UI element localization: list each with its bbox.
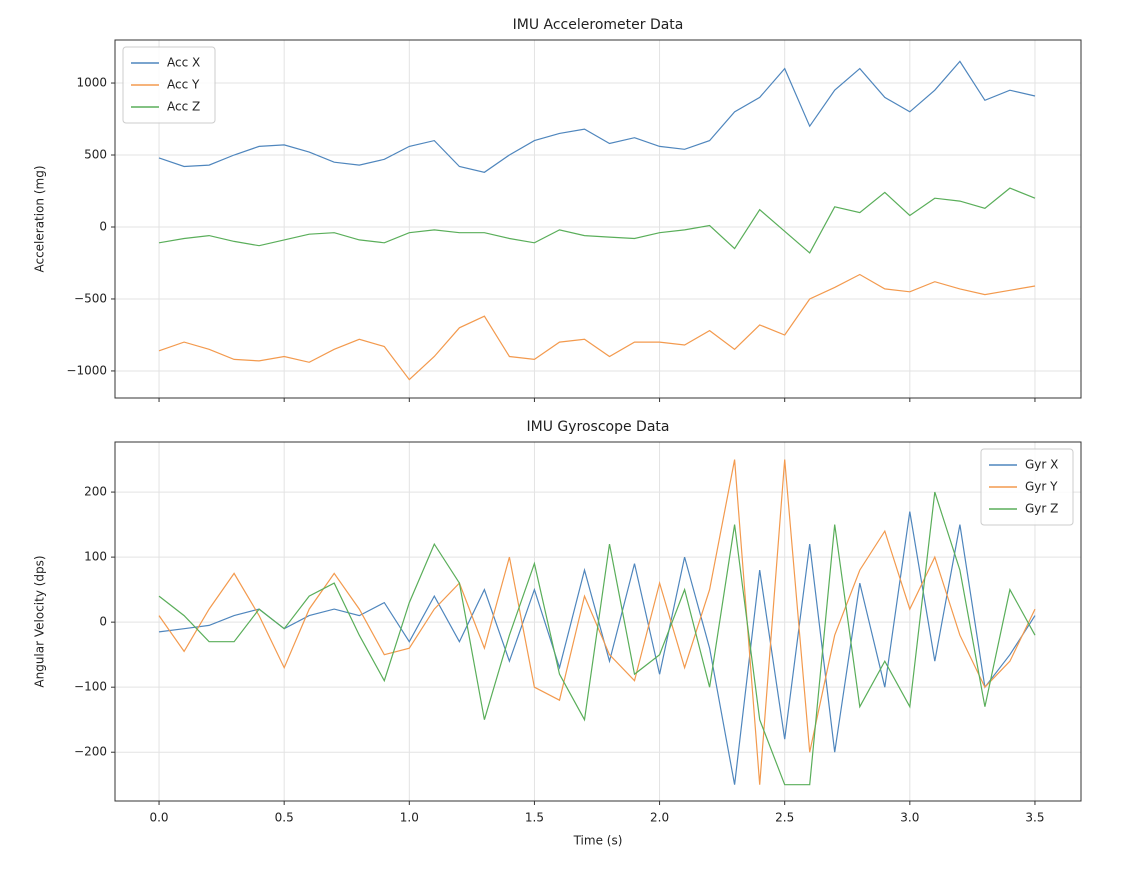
x-tick-label: 0.5 [275, 811, 294, 825]
y-tick-label: −500 [74, 291, 107, 305]
y-tick-label: 0 [99, 219, 107, 233]
x-tick-label: 1.5 [525, 811, 544, 825]
data-line [158, 60, 1036, 173]
plot-frame [114, 441, 1082, 802]
chart-title: IMU Accelerometer Data [513, 17, 684, 33]
x-tick-label: 3.0 [900, 811, 919, 825]
y-tick-label: −200 [74, 745, 107, 759]
x-tick-label: 0.0 [149, 811, 168, 825]
x-tick-label: 2.5 [775, 811, 794, 825]
y-axis-label: Acceleration (mg) [33, 165, 47, 272]
y-tick-label: 500 [84, 148, 107, 162]
y-tick-label: 1000 [76, 76, 107, 90]
data-line [158, 511, 1036, 785]
y-tick-label: 200 [84, 485, 107, 499]
x-tick-label: 3.5 [1025, 811, 1044, 825]
x-tick-label: 2.0 [650, 811, 669, 825]
x-axis-label: Time (s) [573, 834, 623, 848]
plot-frame [114, 39, 1082, 399]
legend-label: Gyr Z [1025, 502, 1058, 516]
legend-label: Acc Y [167, 78, 200, 92]
y-axis-label: Angular Velocity (dps) [33, 555, 47, 687]
y-tick-label: 100 [84, 550, 107, 564]
legend-label: Acc X [167, 56, 200, 70]
y-tick-label: −1000 [66, 363, 107, 377]
legend-label: Acc Z [167, 100, 200, 114]
y-tick-label: −100 [74, 680, 107, 694]
data-line [158, 459, 1036, 785]
data-line [158, 187, 1036, 254]
legend: Gyr X Gyr Y Gyr Z [980, 448, 1074, 526]
data-line [158, 273, 1036, 381]
legend-box [980, 448, 1074, 526]
legend: Acc X Acc Y Acc Z [122, 46, 216, 124]
legend-label: Gyr Y [1025, 480, 1058, 494]
x-tick-label: 1.0 [400, 811, 419, 825]
legend-label: Gyr X [1025, 458, 1058, 472]
y-tick-label: 0 [99, 615, 107, 629]
legend-box [122, 46, 216, 124]
chart-title: IMU Gyroscope Data [527, 419, 670, 435]
subplot: IMU Accelerometer Data Acceleration (mg) −… [33, 17, 1082, 402]
data-line [158, 491, 1036, 786]
subplot: IMU Gyroscope Data Angular Velocity (dps)… [33, 419, 1082, 848]
